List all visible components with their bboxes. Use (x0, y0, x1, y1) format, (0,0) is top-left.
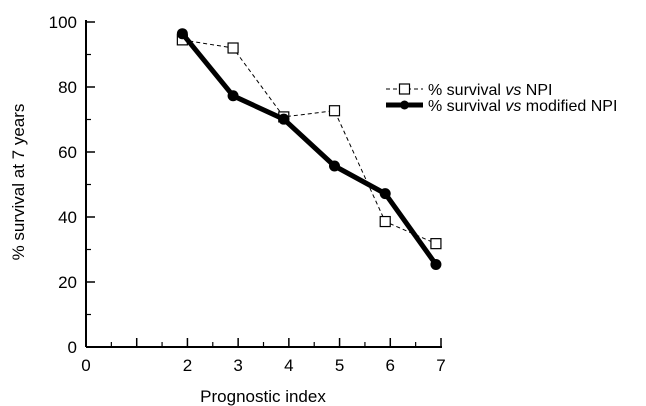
series-layer (176, 28, 442, 270)
x-tick-label: 4 (284, 356, 293, 375)
legend-swatch-modified-marker (400, 100, 409, 110)
y-tick-label: 100 (49, 13, 77, 32)
y-tick-label: 0 (68, 338, 77, 357)
y-tick-label: 40 (58, 208, 77, 227)
x-tick-label: 5 (335, 356, 344, 375)
series-npi-line (182, 39, 437, 245)
legend-item-npi: % survival vs NPI (386, 82, 552, 99)
x-axis-title: Prognostic index (200, 387, 326, 406)
ticks (85, 21, 442, 348)
x-tick-label: 7 (436, 356, 445, 375)
y-tick-label: 20 (58, 273, 77, 292)
legend-label-modified-npi: % survival vs modified NPI (428, 98, 617, 115)
series-modified-npi-point (227, 90, 239, 102)
legend: % survival vs NPI % survival vs modified… (386, 82, 617, 115)
y-tick-label: 80 (58, 78, 77, 97)
x-tick-label: 3 (233, 356, 242, 375)
axes (85, 20, 442, 348)
series-modified-npi-line (180, 32, 438, 266)
series-modified-npi-point (379, 188, 391, 200)
series-npi-point (227, 42, 239, 54)
y-axis-title: % survival at 7 years (9, 104, 28, 261)
series-npi-point (430, 238, 442, 250)
series-npi-point (379, 215, 391, 228)
tick-labels: 0 2 3 4 5 6 7 0 20 40 60 80 100 (49, 13, 446, 375)
series-npi-point (328, 105, 341, 117)
y-tick-label: 60 (58, 143, 77, 162)
series-modified-npi-point (430, 258, 442, 270)
series-modified-npi-point (278, 113, 290, 125)
x-tick-label: 6 (386, 356, 395, 375)
series-modified-npi-point (329, 160, 340, 172)
legend-label-npi: % survival vs NPI (428, 82, 552, 99)
x-tick-label: 2 (183, 356, 192, 375)
series-modified-npi-point (176, 28, 188, 40)
x-tick-label: 0 (81, 356, 90, 375)
legend-swatch-npi-marker (398, 83, 411, 95)
legend-item-modified-npi: % survival vs modified NPI (386, 98, 617, 115)
